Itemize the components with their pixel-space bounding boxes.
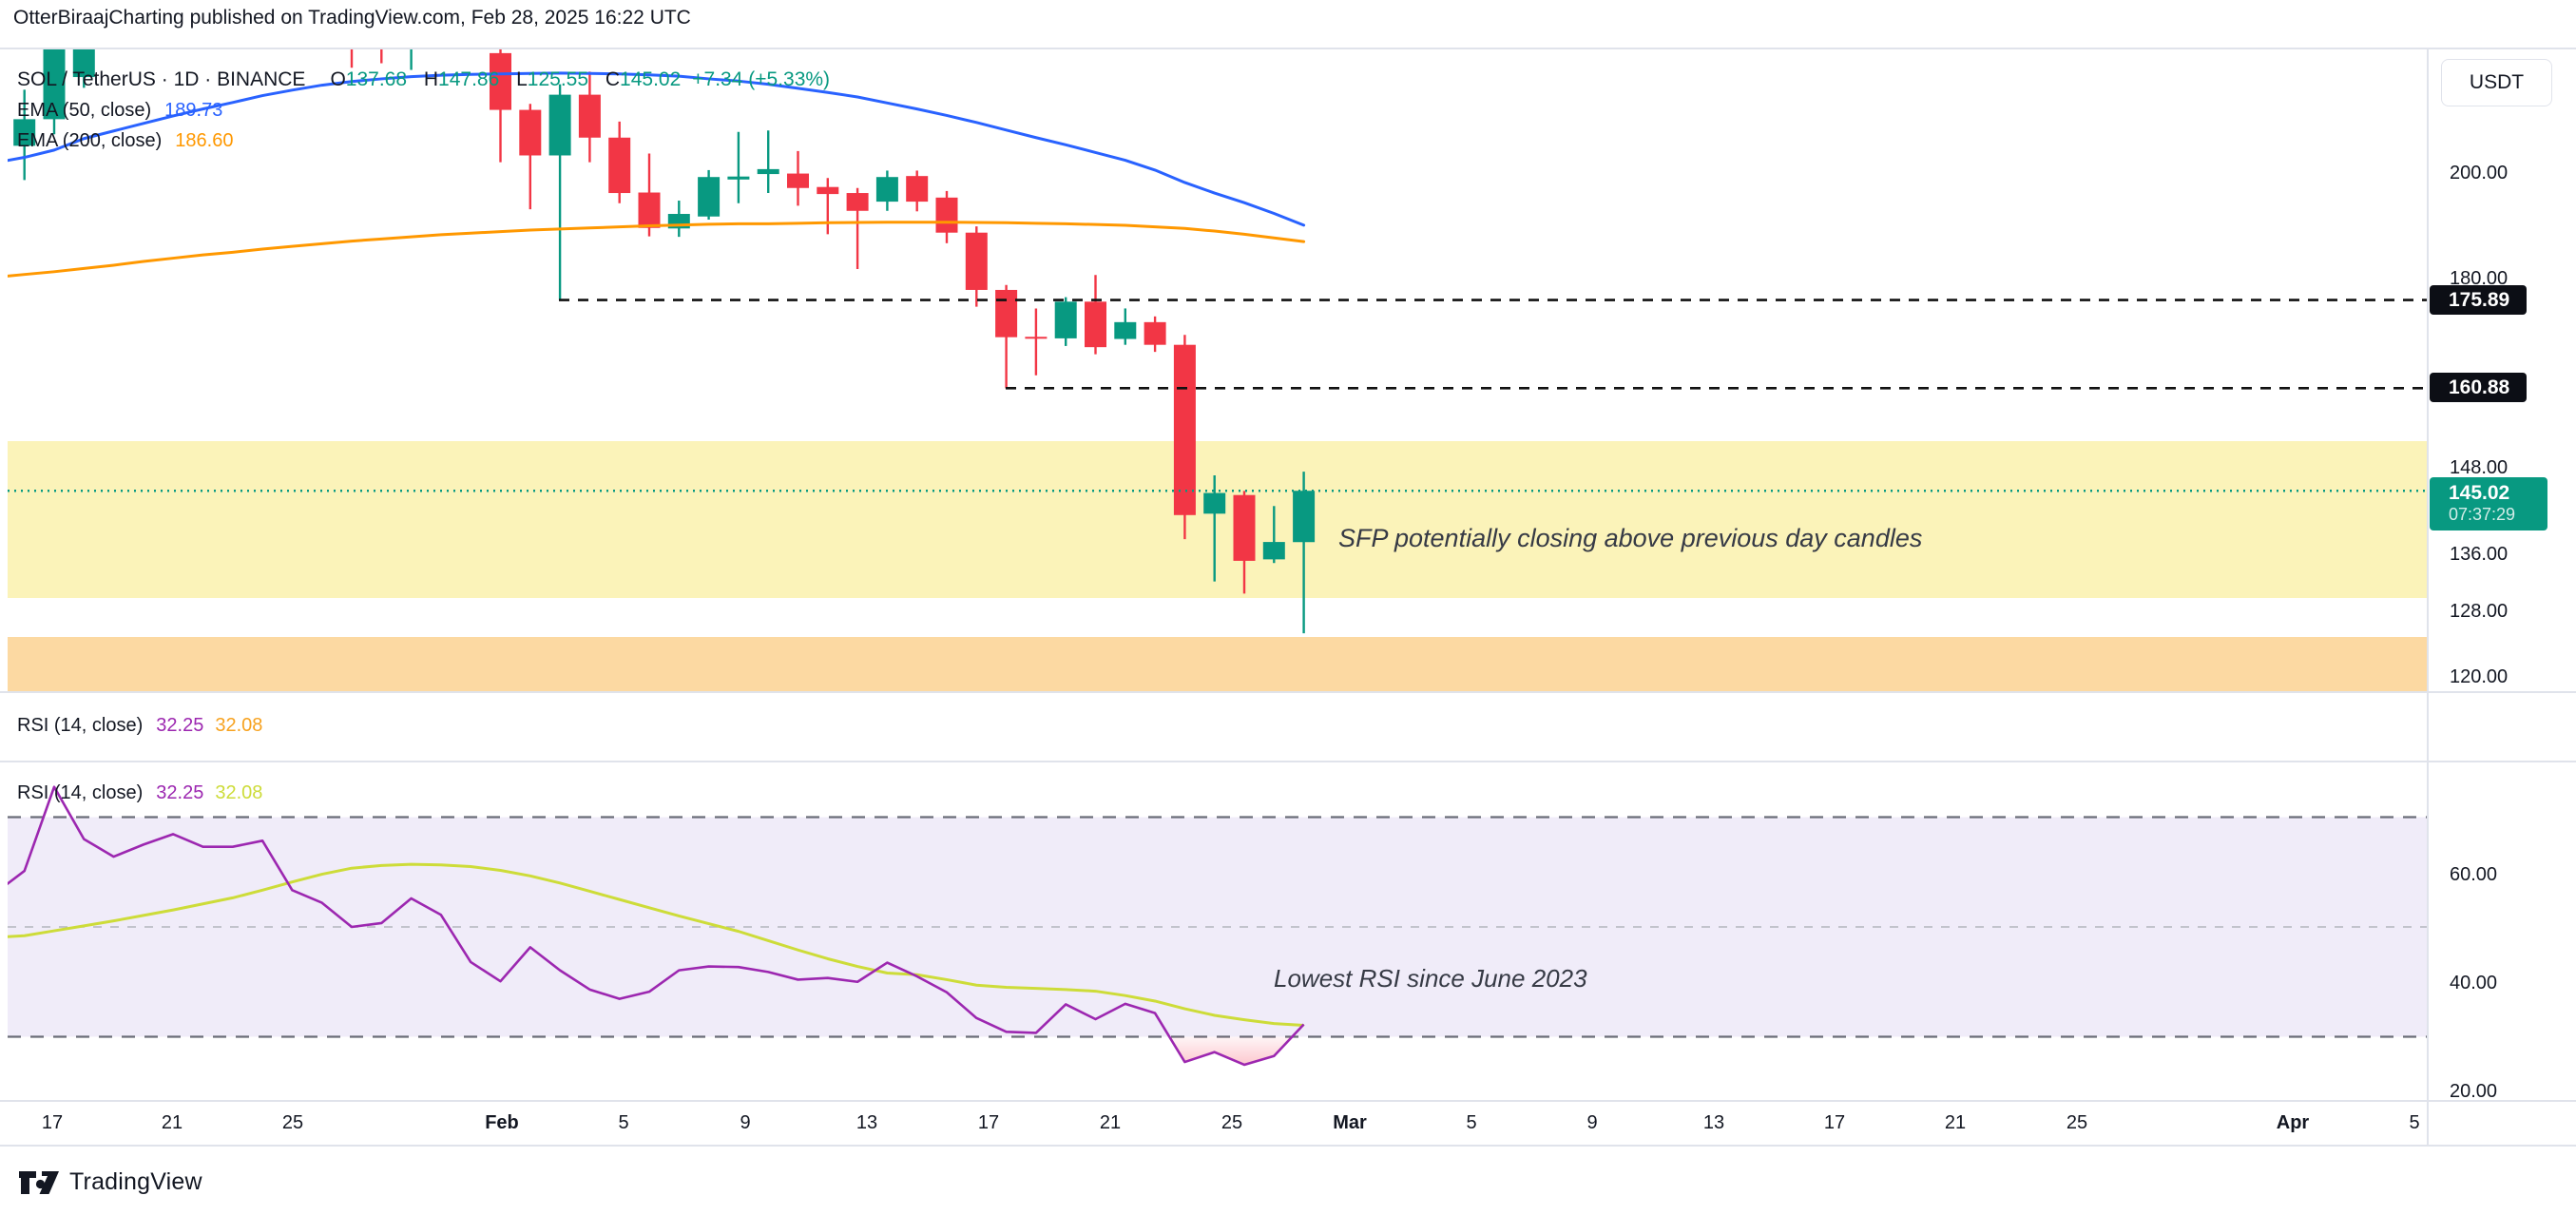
price-tick-label: 40.00	[2450, 973, 2498, 993]
sfp-annotation[interactable]: SFP potentially closing above previous d…	[1338, 524, 1923, 552]
candle-body[interactable]	[727, 176, 750, 180]
time-tick-label: 21	[161, 1112, 183, 1133]
candle-body[interactable]	[281, 0, 303, 1]
symbol-legend[interactable]: SOL / TetherUS · 1D · BINANCE O137.68 H1…	[17, 68, 830, 91]
level-label-175: 175.89	[2430, 285, 2527, 315]
rsi2-ma-value: 32.08	[215, 782, 263, 803]
highlight-zone[interactable]	[8, 441, 2428, 598]
rsi1-value: 32.25	[156, 715, 204, 736]
candle-body[interactable]	[608, 137, 631, 194]
rsi-band	[8, 817, 2428, 1037]
price-tick-label: 128.00	[2450, 601, 2509, 622]
candle-body[interactable]	[72, 0, 95, 78]
time-tick-label: 9	[1586, 1112, 1598, 1133]
time-tick-label: 21	[1099, 1112, 1122, 1133]
tradingview-logo[interactable]: TradingView	[19, 1168, 202, 1196]
candle-body[interactable]	[1233, 494, 1256, 561]
time-tick-label: 17	[977, 1112, 1000, 1133]
publish-header: OtterBiraajCharting published on Trading…	[13, 7, 691, 29]
ema200-legend[interactable]: EMA (200, close) 186.60	[17, 130, 234, 151]
candle-body[interactable]	[1203, 492, 1226, 514]
candle-body[interactable]	[0, 123, 6, 157]
symbol-title: SOL / TetherUS · 1D · BINANCE	[17, 68, 306, 90]
last-price-value: 145.02	[2449, 482, 2510, 504]
ohlc-values: O137.68 H147.86 L125.55 C145.02	[330, 68, 682, 90]
candle-body[interactable]	[1173, 344, 1196, 515]
candle-body[interactable]	[13, 119, 36, 146]
rsi-oversold-fill	[1169, 1036, 1293, 1065]
bar-countdown: 07:37:29	[2449, 505, 2516, 525]
time-tick-label: 25	[281, 1112, 304, 1133]
candle-body[interactable]	[519, 109, 542, 156]
time-tick-label: 5	[1466, 1112, 1477, 1133]
rsi-ma-line[interactable]	[0, 862, 1304, 1027]
time-tick-label: 25	[1221, 1112, 1243, 1133]
ema50-legend[interactable]: EMA (50, close) 189.73	[17, 100, 223, 121]
time-tick-label: 9	[740, 1112, 751, 1133]
candle-body[interactable]	[1054, 301, 1077, 338]
price-tick-label: 200.00	[2450, 163, 2509, 183]
rsi-panel2-legend[interactable]: RSI (14, close) 32.25 32.08	[17, 782, 263, 803]
price-tick-label: 136.00	[2450, 544, 2509, 565]
ema200-line[interactable]	[0, 221, 1306, 278]
price-tick-label: 148.00	[2450, 457, 2509, 478]
candle-body[interactable]	[995, 289, 1018, 338]
time-tick-label: 21	[1944, 1112, 1967, 1133]
tradingview-brand-text: TradingView	[69, 1168, 202, 1195]
price-tick-label: 60.00	[2450, 864, 2498, 885]
rsi-annotation[interactable]: Lowest RSI since June 2023	[1274, 964, 1587, 993]
candle-body[interactable]	[1144, 321, 1166, 345]
time-tick-label: Apr	[2276, 1112, 2310, 1133]
candle-body[interactable]	[698, 177, 721, 217]
rsi2-value: 32.25	[156, 782, 204, 803]
time-tick-label: 25	[2066, 1112, 2088, 1133]
candle-body[interactable]	[490, 52, 511, 110]
candle-body[interactable]	[1025, 337, 1048, 339]
candle-body[interactable]	[548, 94, 571, 156]
candle-body[interactable]	[1293, 491, 1316, 543]
price-pane	[0, 0, 2428, 634]
rsi-line[interactable]	[0, 785, 1305, 1067]
change-value: +7.34 (+5.33%)	[692, 68, 831, 90]
candle-body[interactable]	[1114, 321, 1137, 339]
candle-body[interactable]	[43, 27, 66, 120]
candle-body[interactable]	[757, 168, 779, 175]
rsi1-ma-value: 32.08	[215, 715, 263, 736]
candle-body[interactable]	[787, 173, 809, 188]
time-tick-label: Mar	[1333, 1112, 1367, 1133]
candle-body[interactable]	[578, 94, 601, 138]
time-tick-label: 5	[618, 1112, 629, 1133]
rsi-pane	[0, 785, 2428, 1067]
candle-body[interactable]	[638, 192, 661, 228]
ema50-line[interactable]	[0, 71, 1306, 227]
candle-body[interactable]	[935, 197, 958, 233]
time-tick-label: 13	[1702, 1112, 1725, 1133]
ema50-value: 189.73	[164, 100, 223, 121]
tradingview-logo-icon	[19, 1170, 59, 1194]
candle-body[interactable]	[817, 186, 839, 195]
time-tick-label: Feb	[485, 1112, 519, 1133]
level-label-160: 160.88	[2430, 373, 2527, 402]
time-tick-label: 17	[41, 1112, 64, 1133]
candle-body[interactable]	[371, 30, 393, 48]
candle-body[interactable]	[1085, 301, 1106, 348]
candle-body[interactable]	[906, 176, 929, 202]
ema200-value: 186.60	[175, 130, 234, 151]
time-tick-label: 5	[2409, 1112, 2420, 1133]
price-tick-label: 180.00	[2450, 268, 2509, 289]
candle-body[interactable]	[875, 177, 898, 202]
rsi-panel1-legend[interactable]: RSI (14, close) 32.25 32.08	[17, 715, 263, 736]
price-tick-label: 120.00	[2450, 666, 2509, 687]
candle-body[interactable]	[1262, 542, 1285, 560]
highlight-zone[interactable]	[8, 637, 2428, 691]
last-price-label: 145.02 07:37:29	[2430, 477, 2547, 530]
time-tick-label: 13	[855, 1112, 878, 1133]
currency-toggle-button[interactable]: USDT	[2441, 59, 2552, 106]
time-tick-label: 17	[1823, 1112, 1846, 1133]
candle-body[interactable]	[965, 232, 988, 290]
candle-body[interactable]	[846, 193, 869, 211]
price-tick-label: 20.00	[2450, 1081, 2498, 1102]
